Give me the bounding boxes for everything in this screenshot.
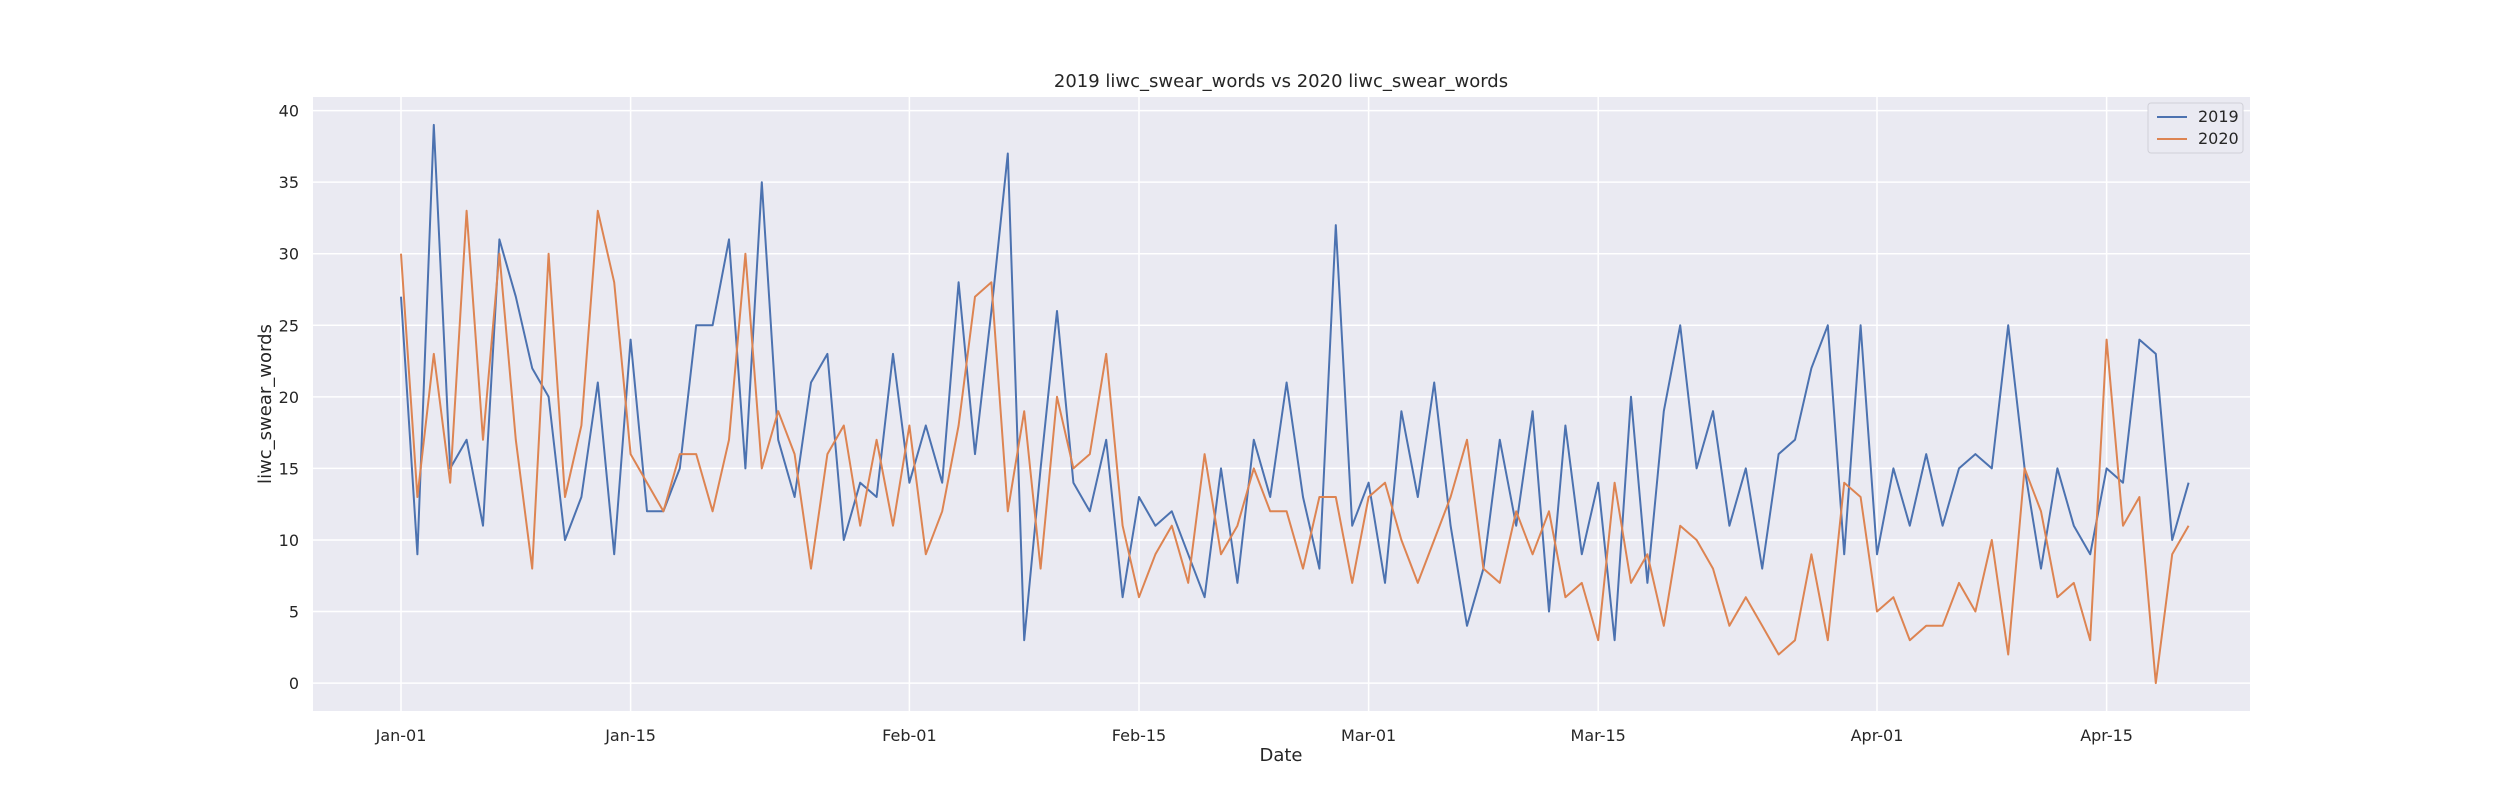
y-tick-label: 0	[289, 674, 299, 693]
x-tick-label: Mar-01	[1341, 726, 1396, 745]
y-axis-title: liwc_swear_words	[255, 324, 276, 484]
y-tick-label: 15	[279, 459, 299, 478]
series-line-2019	[400, 123, 2190, 642]
x-tick-label: Feb-01	[882, 726, 936, 745]
y-tick-label: 35	[279, 173, 299, 192]
plot-background	[313, 97, 2250, 711]
x-tick-label: Feb-15	[1112, 726, 1166, 745]
x-axis-ticks: Jan-01 Jan-15 Feb-01 Feb-15 Mar-01 Mar-15 Apr-…	[375, 726, 2133, 745]
series-lines	[400, 123, 2190, 685]
legend: 2019 2020	[2147, 102, 2244, 154]
legend-label-2019: 2019	[2198, 107, 2239, 126]
y-tick-label: 25	[279, 316, 299, 335]
x-tick-label: Jan-01	[375, 726, 427, 745]
y-axis-ticks: 0 5 10 15 20 25 30 35 40	[279, 102, 299, 693]
series-line-2020	[400, 209, 2190, 685]
y-tick-label: 30	[279, 245, 299, 264]
legend-label-2020: 2020	[2198, 129, 2239, 148]
y-tick-label: 5	[289, 603, 299, 622]
x-tick-label: Apr-01	[1851, 726, 1904, 745]
x-tick-label: Apr-15	[2080, 726, 2133, 745]
chart-title: 2019 liwc_swear_words vs 2020 liwc_swear…	[1054, 71, 1508, 92]
x-tick-label: Jan-15	[604, 726, 656, 745]
y-tick-label: 40	[279, 102, 299, 121]
y-tick-label: 20	[279, 388, 299, 407]
y-tick-label: 10	[279, 531, 299, 550]
x-axis-title: Date	[1259, 745, 1302, 766]
x-tick-label: Mar-15	[1571, 726, 1626, 745]
legend-box	[2147, 102, 2244, 154]
grid-lines	[313, 97, 2250, 711]
